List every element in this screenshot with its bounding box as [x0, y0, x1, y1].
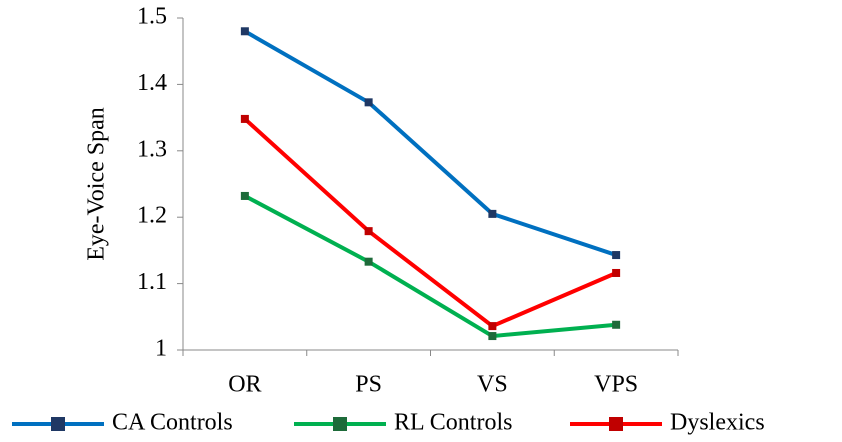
marker: [612, 320, 621, 329]
y-tick-label: 1.2: [137, 203, 167, 229]
marker: [364, 227, 373, 236]
series-line: [243, 117, 617, 329]
y-tick-label: 1: [155, 336, 167, 362]
y-tick-label: 1.3: [137, 136, 167, 162]
marker: [240, 27, 249, 36]
marker: [240, 114, 249, 123]
marker: [488, 209, 497, 218]
series-line: [243, 194, 617, 339]
x-tick-label: VS: [477, 372, 508, 398]
marker: [364, 98, 373, 107]
x-tick-label: OR: [228, 372, 261, 398]
marker: [488, 322, 497, 331]
marker: [612, 251, 621, 260]
legend-label: RL Controls: [394, 410, 512, 436]
y-tick-label: 1.1: [137, 269, 167, 295]
legend-marker: [333, 417, 347, 431]
y-axis-label: Eye-Voice Span: [84, 107, 110, 261]
legend-label: CA Controls: [112, 410, 233, 436]
legend-marker: [51, 417, 65, 431]
legend-marker: [609, 417, 623, 431]
x-tick-label: PS: [355, 372, 382, 398]
marker: [488, 332, 497, 341]
marker: [612, 268, 621, 277]
marker: [364, 257, 373, 266]
series-line: [243, 29, 617, 257]
legend-label: Dyslexics: [670, 410, 765, 436]
y-tick-label: 1.4: [137, 70, 167, 96]
marker: [240, 191, 249, 200]
x-tick-label: VPS: [594, 372, 638, 398]
y-tick-label: 1.5: [137, 4, 167, 30]
